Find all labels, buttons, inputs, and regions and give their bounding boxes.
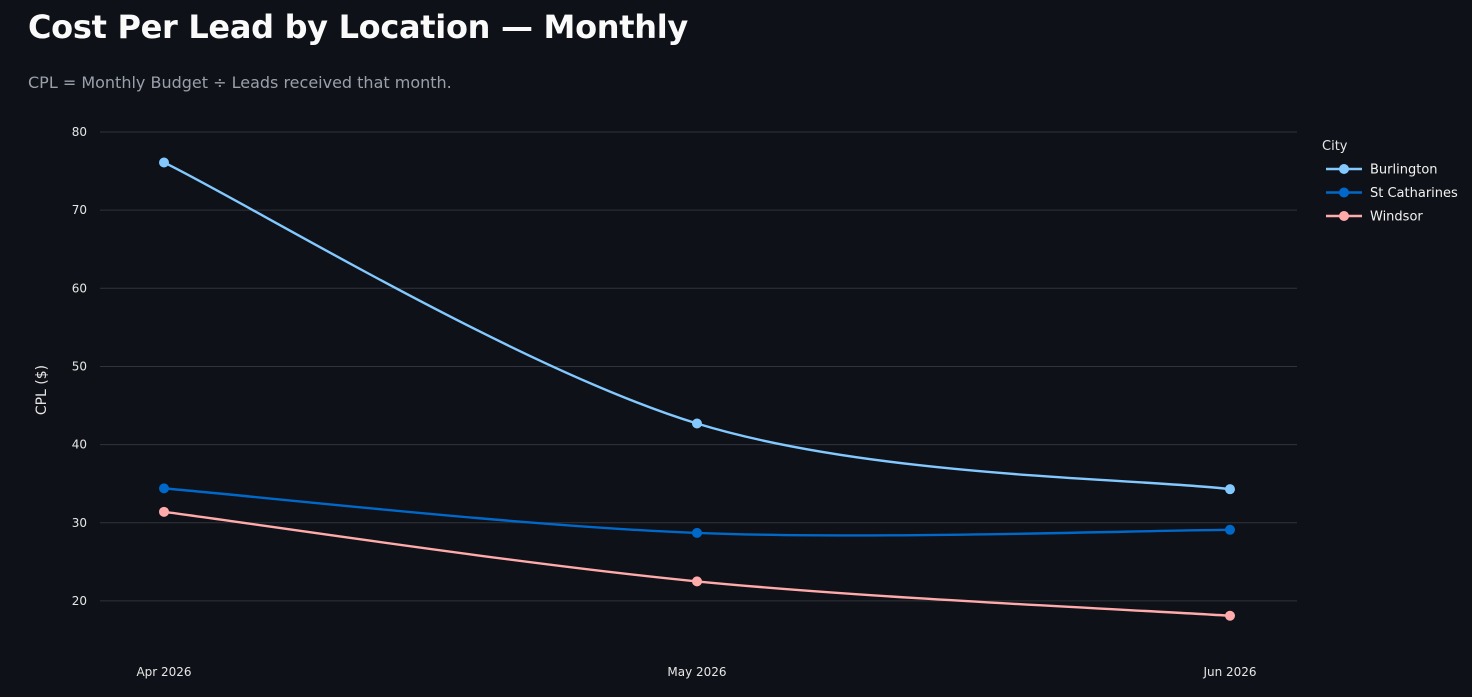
legend-item-windsor[interactable]: Windsor bbox=[1326, 210, 1423, 225]
legend-swatch-marker bbox=[1339, 187, 1349, 198]
page-subtitle: CPL = Monthly Budget ÷ Leads received th… bbox=[28, 73, 452, 92]
data-point-burlington[interactable] bbox=[159, 157, 169, 168]
y-axis-ticks: 20 30 40 50 60 70 80 bbox=[72, 125, 87, 608]
data-point-windsor[interactable] bbox=[692, 576, 702, 587]
y-tick-label: 80 bbox=[72, 125, 87, 139]
y-axis-title: CPL ($) bbox=[34, 365, 50, 415]
data-point-burlington[interactable] bbox=[692, 418, 702, 429]
data-point-st-catharines[interactable] bbox=[1225, 524, 1235, 535]
x-tick-label: Apr 2026 bbox=[136, 665, 191, 679]
legend-swatch-marker bbox=[1339, 211, 1349, 221]
y-tick-label: 20 bbox=[72, 594, 87, 608]
y-tick-label: 30 bbox=[72, 516, 87, 530]
data-point-burlington[interactable] bbox=[1225, 484, 1235, 495]
legend-label: Windsor bbox=[1370, 210, 1423, 225]
legend-swatch-marker bbox=[1339, 164, 1349, 174]
series-st-catharines bbox=[159, 483, 1235, 538]
legend-title: City bbox=[1322, 139, 1348, 154]
data-point-st-catharines[interactable] bbox=[692, 527, 702, 538]
series-line-windsor bbox=[162, 510, 1232, 617]
data-point-windsor[interactable] bbox=[159, 506, 169, 517]
y-tick-label: 60 bbox=[72, 281, 87, 295]
series-burlington bbox=[159, 157, 1235, 495]
legend-label: Burlington bbox=[1370, 163, 1438, 178]
page-title: Cost Per Lead by Location — Monthly bbox=[28, 8, 688, 46]
legend: City Burlington St Catharines Windsor bbox=[1322, 139, 1458, 225]
x-tick-label: Jun 2026 bbox=[1202, 665, 1256, 679]
gridlines bbox=[100, 131, 1297, 602]
y-tick-label: 50 bbox=[72, 359, 87, 373]
series-windsor bbox=[159, 506, 1235, 621]
data-point-st-catharines[interactable] bbox=[159, 483, 169, 494]
x-tick-label: May 2026 bbox=[667, 665, 726, 679]
data-point-windsor[interactable] bbox=[1225, 610, 1235, 621]
y-tick-label: 70 bbox=[72, 203, 87, 217]
legend-item-burlington[interactable]: Burlington bbox=[1326, 163, 1438, 178]
x-axis-ticks: Apr 2026 May 2026 Jun 2026 bbox=[136, 665, 1256, 679]
series-lines bbox=[159, 157, 1235, 621]
legend-item-st-catharines[interactable]: St Catharines bbox=[1326, 186, 1458, 201]
legend-label: St Catharines bbox=[1370, 186, 1458, 201]
y-tick-label: 40 bbox=[72, 438, 87, 452]
series-line-burlington bbox=[162, 161, 1232, 491]
